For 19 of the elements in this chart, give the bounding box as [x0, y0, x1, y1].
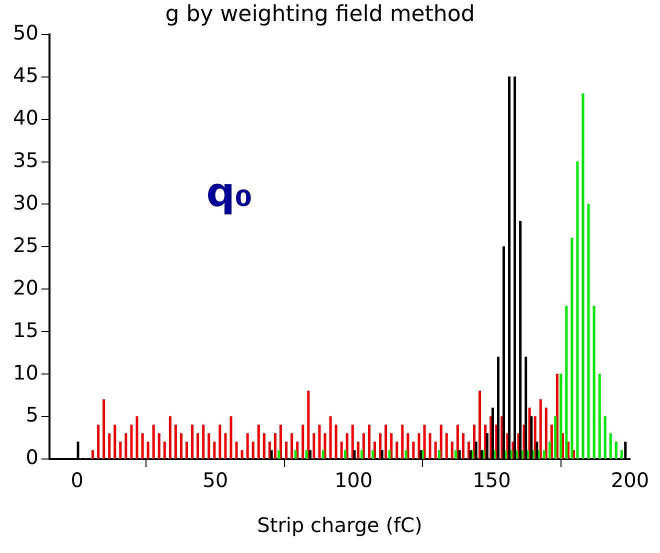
x-tick-label: 200 — [610, 468, 650, 492]
x-tick-label: 150 — [472, 468, 511, 492]
y-tick-label: 5 — [26, 402, 38, 427]
y-tick-label: 10 — [12, 360, 38, 384]
y-tick-label: 40 — [12, 106, 38, 130]
y-tick-label: 20 — [12, 275, 38, 300]
y-tick-label: 35 — [12, 148, 38, 172]
y-tick-label: 30 — [12, 190, 38, 214]
x-axis-title: Strip charge (fC) — [257, 513, 422, 538]
x-tick-label: 100 — [334, 468, 373, 492]
y-tick-label: 50 — [12, 20, 38, 45]
y-tick-label: 15 — [12, 318, 38, 342]
annotation: q₀ — [206, 170, 252, 216]
chart-title: g by weighting field method — [165, 2, 475, 27]
y-tick-label: 0 — [26, 445, 38, 470]
y-tick-label: 45 — [12, 63, 38, 88]
y-tick-label: 25 — [12, 232, 38, 257]
x-tick-label: 50 — [202, 468, 228, 492]
x-tick-label: 0 — [70, 468, 84, 492]
